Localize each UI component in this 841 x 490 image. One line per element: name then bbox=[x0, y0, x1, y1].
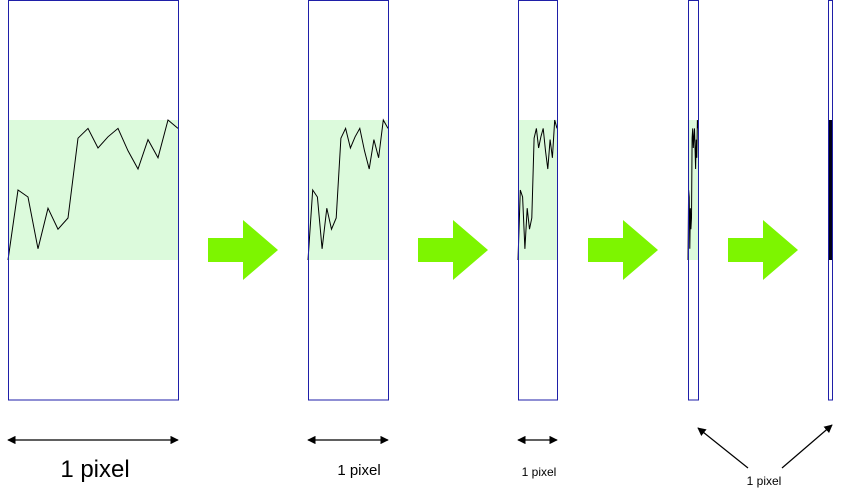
pixel-label-4: 1 pixel bbox=[746, 474, 782, 488]
frame-border-5 bbox=[828, 0, 833, 401]
dimension-lines-group bbox=[7, 424, 833, 469]
frame-3 bbox=[517, 0, 558, 401]
right-arrow-icon-4 bbox=[728, 220, 798, 280]
frame-2 bbox=[307, 0, 389, 401]
frame-1 bbox=[7, 0, 179, 401]
pixel-label-1: 1 pixel bbox=[60, 456, 130, 483]
collapsed-pixel-column bbox=[828, 120, 832, 260]
pixel-label-2: 1 pixel bbox=[337, 462, 381, 479]
series-line-3 bbox=[517, 119, 558, 261]
pointer-arrow-right bbox=[781, 424, 833, 469]
data-band-2 bbox=[308, 120, 388, 260]
frame-border-2 bbox=[308, 0, 389, 401]
series-line-4 bbox=[687, 119, 699, 261]
frame-border-3 bbox=[518, 0, 558, 401]
right-arrow-icon-3 bbox=[588, 220, 658, 280]
frame-5 bbox=[828, 0, 833, 401]
data-band-4 bbox=[688, 120, 698, 260]
pointer-arrow-left bbox=[697, 427, 749, 469]
series-line-2 bbox=[307, 118, 389, 261]
right-arrow-icon-1 bbox=[208, 220, 278, 280]
data-band-1 bbox=[8, 120, 178, 260]
series-line-1 bbox=[7, 119, 179, 261]
frame-4 bbox=[687, 0, 699, 401]
arrows-group bbox=[208, 220, 798, 280]
frame-border-4 bbox=[688, 0, 699, 401]
right-arrow-icon-2 bbox=[418, 220, 488, 280]
frame-border-1 bbox=[8, 0, 179, 401]
pixel-label-3: 1 pixel bbox=[521, 465, 557, 479]
frames-group bbox=[7, 0, 833, 401]
